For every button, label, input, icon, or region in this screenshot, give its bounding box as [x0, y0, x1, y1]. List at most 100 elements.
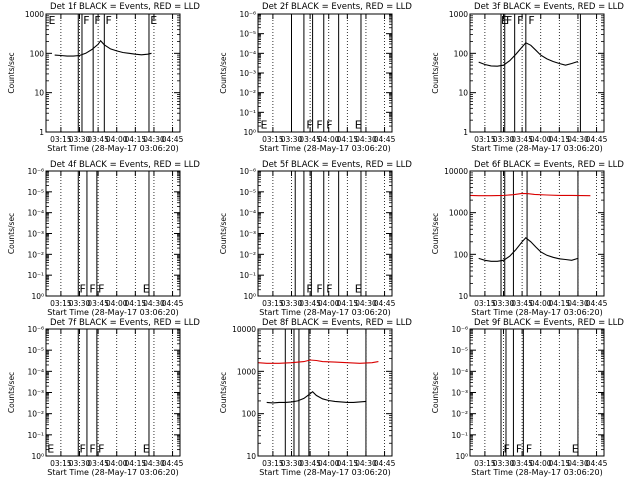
x-tick-label: 03:30: [69, 459, 91, 468]
x-tick-label: 04:15: [125, 299, 147, 308]
plot-frame: [257, 328, 393, 457]
plot-frame: [257, 170, 393, 297]
x-axis-label: Start Time (28-May-17 03:06:20): [471, 308, 602, 317]
x-axis-label: Start Time (28-May-17 03:06:20): [259, 144, 390, 153]
marker-e: E: [47, 442, 54, 455]
x-tick-label: 03:45: [299, 459, 321, 468]
x-tick-label: 04:15: [337, 135, 359, 144]
x-tick-label: 04:30: [355, 459, 377, 468]
y-tick-label: 10⁰: [31, 452, 44, 461]
y-axis-label: Counts/sec: [219, 52, 228, 93]
x-tick-label: 04:30: [567, 299, 589, 308]
y-axis-label: Counts/sec: [431, 52, 440, 93]
x-tick-label: 04:15: [549, 459, 571, 468]
marker-f: F: [316, 119, 322, 132]
plot-frame: [469, 328, 605, 457]
panel-title: Det 6f BLACK = Events, RED = LLD: [474, 160, 624, 170]
x-tick-label: 04:30: [567, 459, 589, 468]
marker-e: E: [143, 282, 150, 295]
marker-f: F: [528, 14, 534, 27]
x-tick-label: 04:45: [374, 135, 396, 144]
x-tick-label: 04:15: [125, 135, 147, 144]
y-tick-label: 10: [246, 452, 256, 461]
x-tick-label: 03:30: [281, 135, 303, 144]
x-axis-label: Start Time (28-May-17 03:06:20): [259, 308, 390, 317]
y-tick-label: 10⁻⁴: [239, 209, 256, 218]
y-tick-label: 100: [454, 49, 469, 58]
panel-7: Det 7f BLACK = Events, RED = LLD 10⁰ 10⁻¹ 1…: [7, 318, 200, 477]
y-tick-label: 100: [454, 250, 469, 259]
x-tick-label: 04:30: [355, 135, 377, 144]
x-tick-label: 04:30: [567, 135, 589, 144]
panel-1: Det 1f BLACK = Events, RED = LLD 1 10 100 10…: [7, 2, 200, 153]
x-tick-label: 04:45: [162, 135, 184, 144]
y-tick-label: 100: [30, 49, 45, 58]
marker-e: E: [355, 119, 362, 132]
series-events: [266, 390, 366, 404]
y-axis-label: Counts/sec: [431, 213, 440, 254]
x-tick-label: 03:45: [511, 459, 533, 468]
y-tick-label: 10⁻¹: [239, 108, 256, 117]
y-tick-label: 10⁻⁴: [27, 209, 44, 218]
panel-8: Det 8f BLACK = Events, RED = LLD 10 100 100…: [219, 318, 412, 477]
x-tick-label: 03:30: [281, 459, 303, 468]
x-tick-label: 03:30: [493, 135, 515, 144]
marker-f: F: [326, 119, 332, 132]
panel-title: Det 8f BLACK = Events, RED = LLD: [262, 318, 412, 328]
y-tick-label: 1000: [449, 209, 468, 218]
series-lld: [469, 192, 591, 197]
x-tick-label: 03:15: [50, 459, 72, 468]
y-axis-label: Counts/sec: [219, 372, 228, 413]
x-tick-label: 03:30: [493, 299, 515, 308]
y-tick-label: 10⁻⁵: [27, 188, 44, 197]
x-tick-label: 04:00: [530, 135, 552, 144]
marker-f: F: [316, 282, 322, 295]
x-tick-label: 04:00: [106, 299, 128, 308]
x-tick-label: 04:00: [318, 299, 340, 308]
panel-title: Det 9f BLACK = Events, RED = LLD: [474, 318, 624, 328]
panel-6: Det 6f BLACK = Events, RED = LLD 10 100 100…: [431, 160, 624, 317]
x-tick-label: 04:00: [530, 459, 552, 468]
marker-f: F: [94, 14, 100, 27]
x-tick-label: 03:45: [87, 135, 109, 144]
x-tick-label: 03:45: [511, 135, 533, 144]
y-tick-label: 10: [458, 292, 468, 301]
x-tick-label: 04:30: [143, 299, 165, 308]
panel-3: Det 3f BLACK = Events, RED = LLD 1 10 100 10…: [431, 2, 624, 153]
y-tick-label: 10⁻²: [451, 410, 468, 419]
y-tick-label: 10000: [232, 325, 256, 334]
panel-title: Det 4f BLACK = Events, RED = LLD: [50, 160, 200, 170]
x-tick-label: 04:15: [549, 135, 571, 144]
panel-title: Det 3f BLACK = Events, RED = LLD: [474, 2, 624, 12]
x-axis-label: Start Time (28-May-17 03:06:20): [471, 144, 602, 153]
panel-5: Det 5f BLACK = Events, RED = LLD 10⁰ 10⁻¹ 1…: [219, 160, 412, 317]
x-tick-label: 03:30: [281, 299, 303, 308]
y-tick-label: 10⁻³: [239, 230, 256, 239]
series-events: [478, 237, 579, 262]
x-tick-label: 03:15: [262, 459, 284, 468]
x-tick-label: 04:00: [318, 135, 340, 144]
x-tick-label: 04:00: [318, 459, 340, 468]
y-tick-label: 10⁻⁵: [239, 30, 256, 39]
x-tick-label: 03:45: [87, 299, 109, 308]
marker-f: F: [106, 14, 112, 27]
y-tick-label: 10⁻¹: [27, 271, 44, 280]
plot-frame: [45, 13, 181, 133]
x-tick-label: 03:30: [69, 299, 91, 308]
x-tick-label: 04:15: [337, 299, 359, 308]
y-tick-label: 10⁻⁶: [27, 325, 44, 334]
x-tick-label: 04:00: [530, 299, 552, 308]
x-tick-label: 03:30: [493, 459, 515, 468]
y-tick-label: 10⁻⁴: [239, 49, 256, 58]
y-tick-label: 10⁻⁶: [451, 325, 468, 334]
marker-e: E: [501, 14, 508, 27]
marker-f: F: [80, 282, 86, 295]
panel-title: Det 2f BLACK = Events, RED = LLD: [262, 2, 412, 12]
y-tick-label: 10⁻⁴: [27, 367, 44, 376]
x-tick-label: 03:15: [262, 299, 284, 308]
y-tick-label: 1000: [237, 367, 256, 376]
plot-frame: [257, 13, 393, 133]
panel-title: Det 5f BLACK = Events, RED = LLD: [262, 160, 412, 170]
y-tick-label: 10⁻¹: [451, 431, 468, 440]
marker-f: F: [89, 442, 95, 455]
